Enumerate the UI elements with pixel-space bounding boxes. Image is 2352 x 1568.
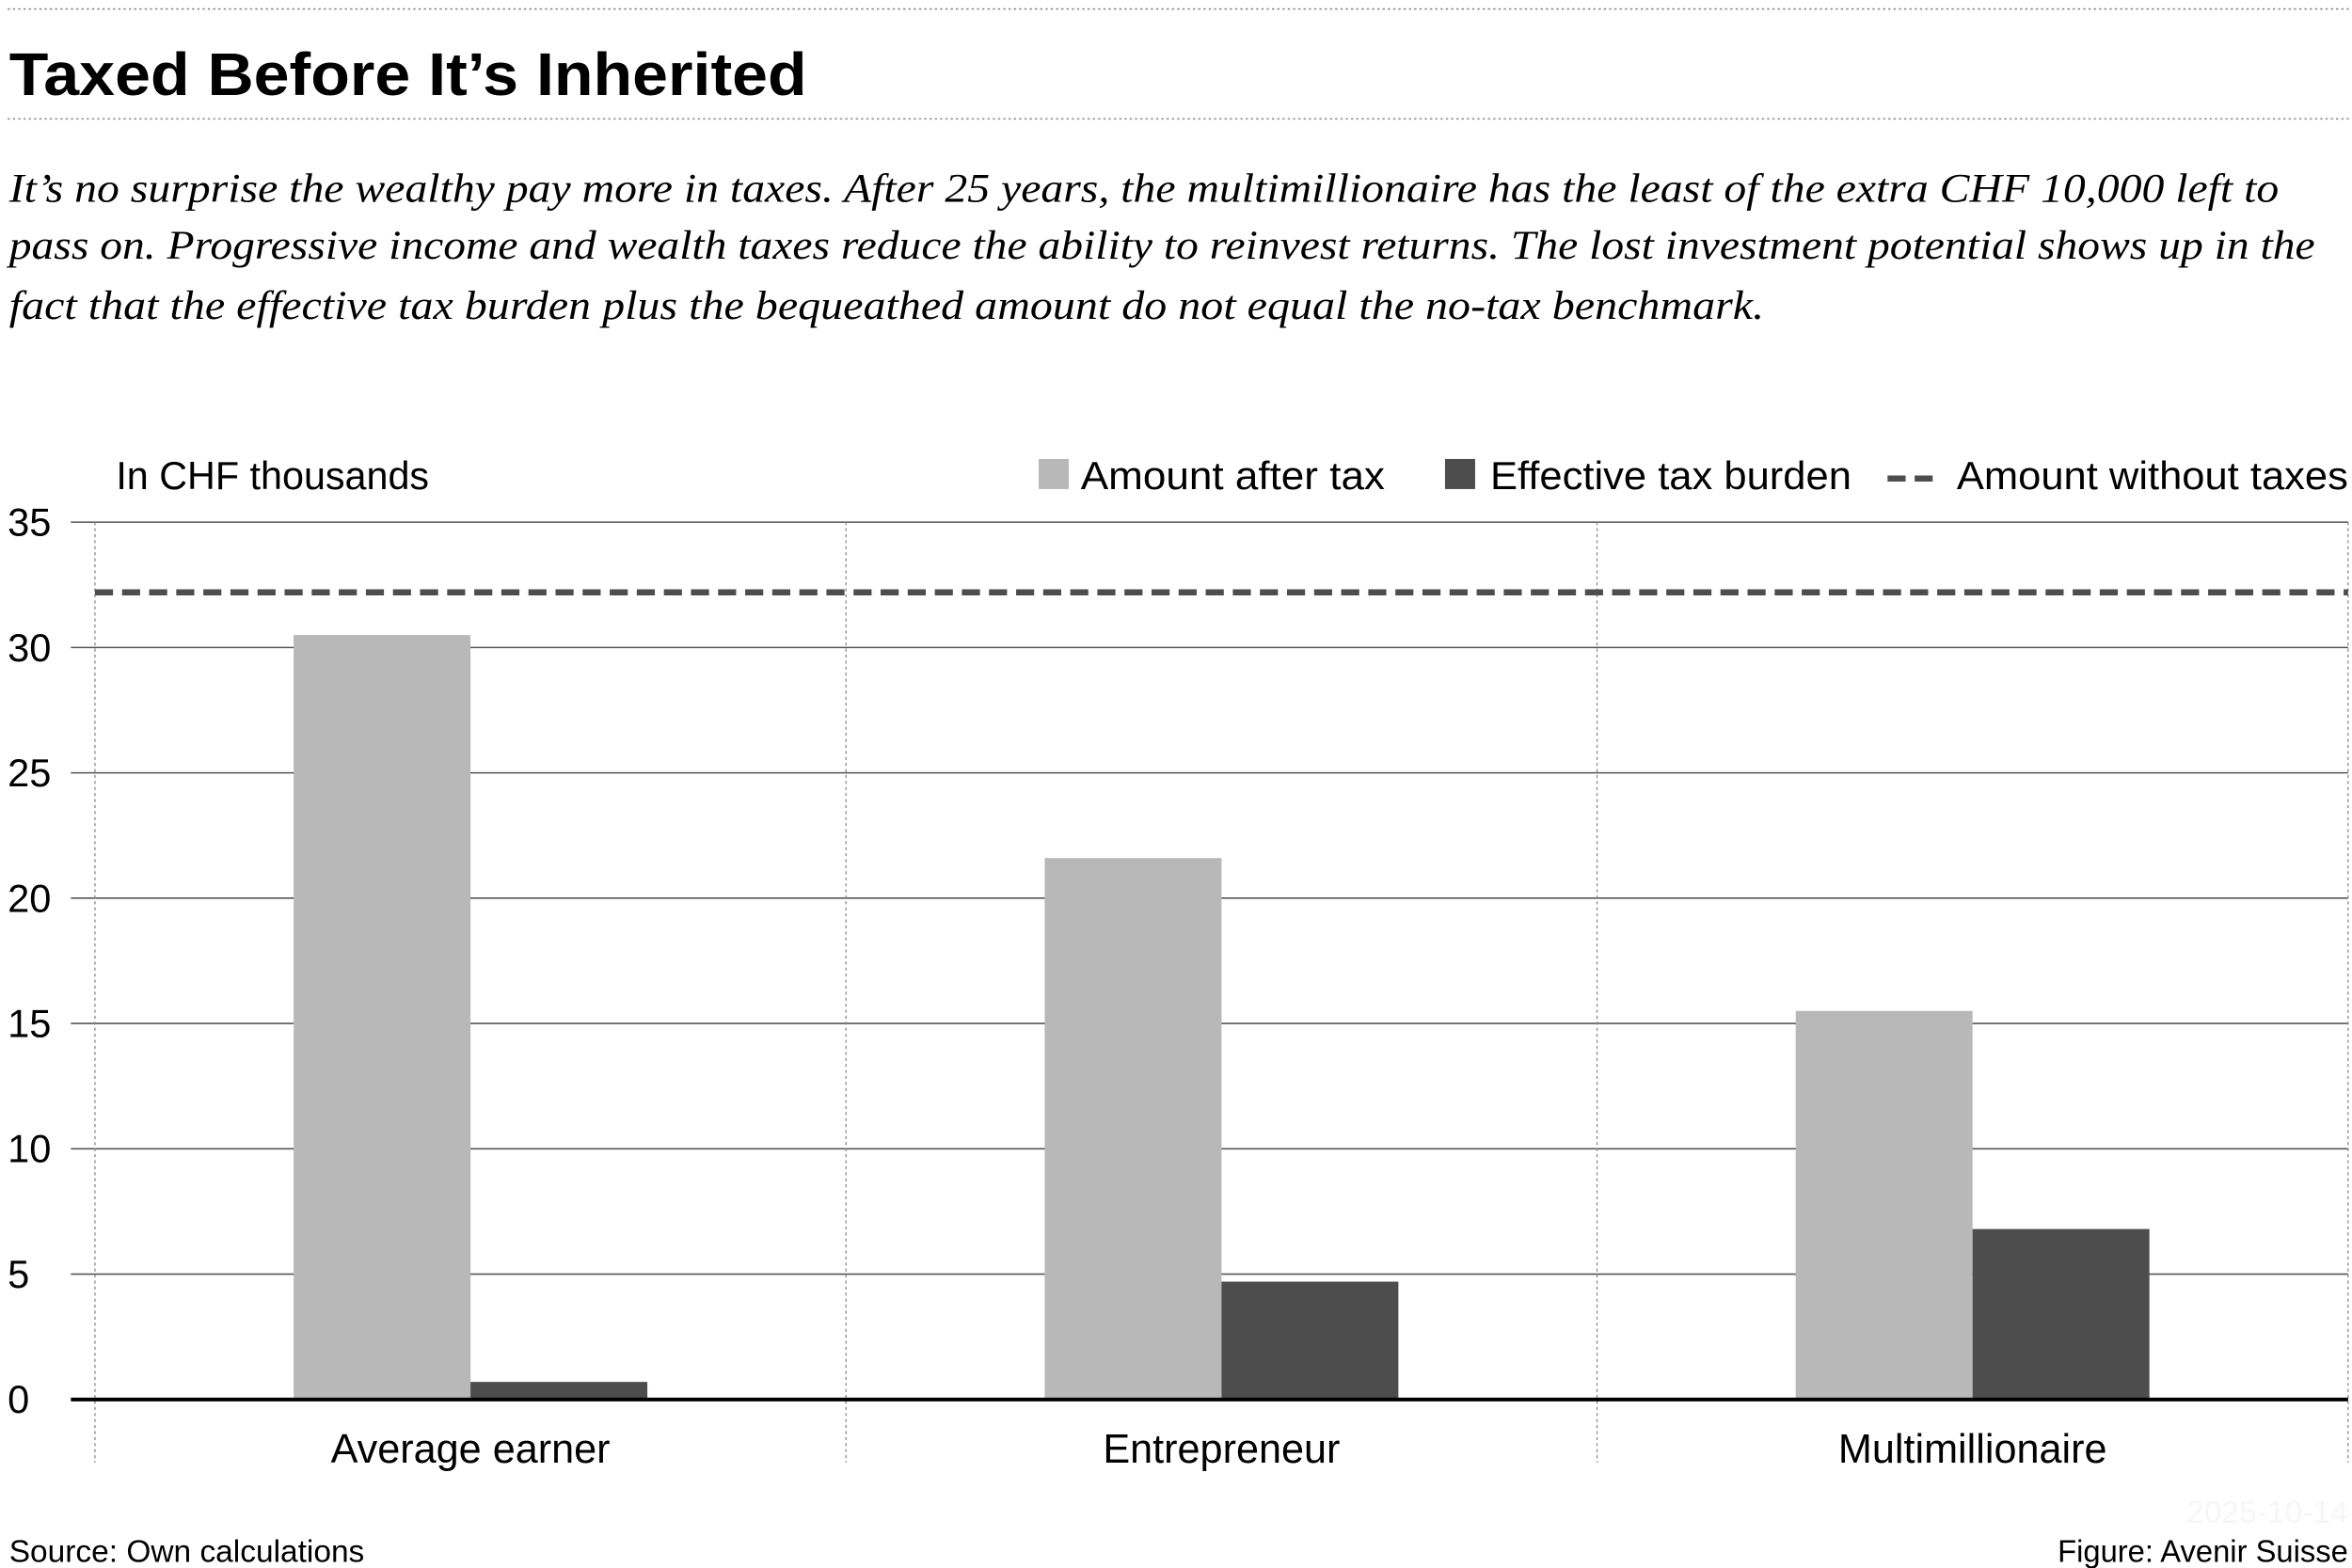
x-tick-label-2: Multimillionaire [1838,1427,2107,1472]
y-tick-label-35: 35 [8,500,51,545]
y-tick-label-20: 20 [8,876,51,920]
footer-watermark: 2025-10-14 [2186,1496,2348,1530]
bars [71,589,2348,1402]
chart-title: Taxed Before It’s Inherited [9,40,807,108]
bar-tax-burden-2 [1972,1228,2150,1400]
y-tick-label-0: 0 [8,1377,29,1421]
bar-tax-burden-1 [1221,1281,1399,1400]
y-axis-label: In CHF thousands [116,453,429,498]
y-tick-label-30: 30 [8,626,51,670]
y-tick-label-15: 15 [8,1001,51,1045]
bar-tax-burden-0 [470,1382,648,1400]
legend: Amount after tax Effective tax burden Am… [1039,453,2348,498]
subtitle-line-3: fact that the effective tax burden plus … [9,284,1764,328]
subtitle-line-1: It’s no surprise the wealthy pay more in… [8,166,2280,211]
y-tick-label-25: 25 [8,751,51,795]
y-tick-label-10: 10 [8,1127,51,1171]
x-tick-label-1: Entrepreneur [1103,1427,1340,1472]
bar-after-tax-2 [1795,1010,1973,1400]
bar-after-tax-1 [1044,858,1222,1400]
footer-credit: Figure: Avenir Suisse [2058,1535,2348,1568]
subtitle-line-2: pass on. Progressive income and wealth t… [6,224,2314,268]
y-tick-label-5: 5 [8,1252,29,1296]
legend-label-no-tax: Amount without taxes [1957,453,2348,498]
legend-label-tax-burden: Effective tax burden [1490,453,1851,498]
legend-swatch-after-tax [1039,458,1070,489]
legend-swatch-tax-burden [1444,458,1475,489]
legend-label-after-tax: Amount after tax [1081,453,1385,498]
footer-source: Source: Own calculations [9,1535,365,1568]
x-tick-label-0: Average earner [331,1427,611,1472]
x-axis-labels: Average earner Entrepreneur Multimillionai… [331,1427,2107,1472]
bar-after-tax-0 [294,635,471,1400]
